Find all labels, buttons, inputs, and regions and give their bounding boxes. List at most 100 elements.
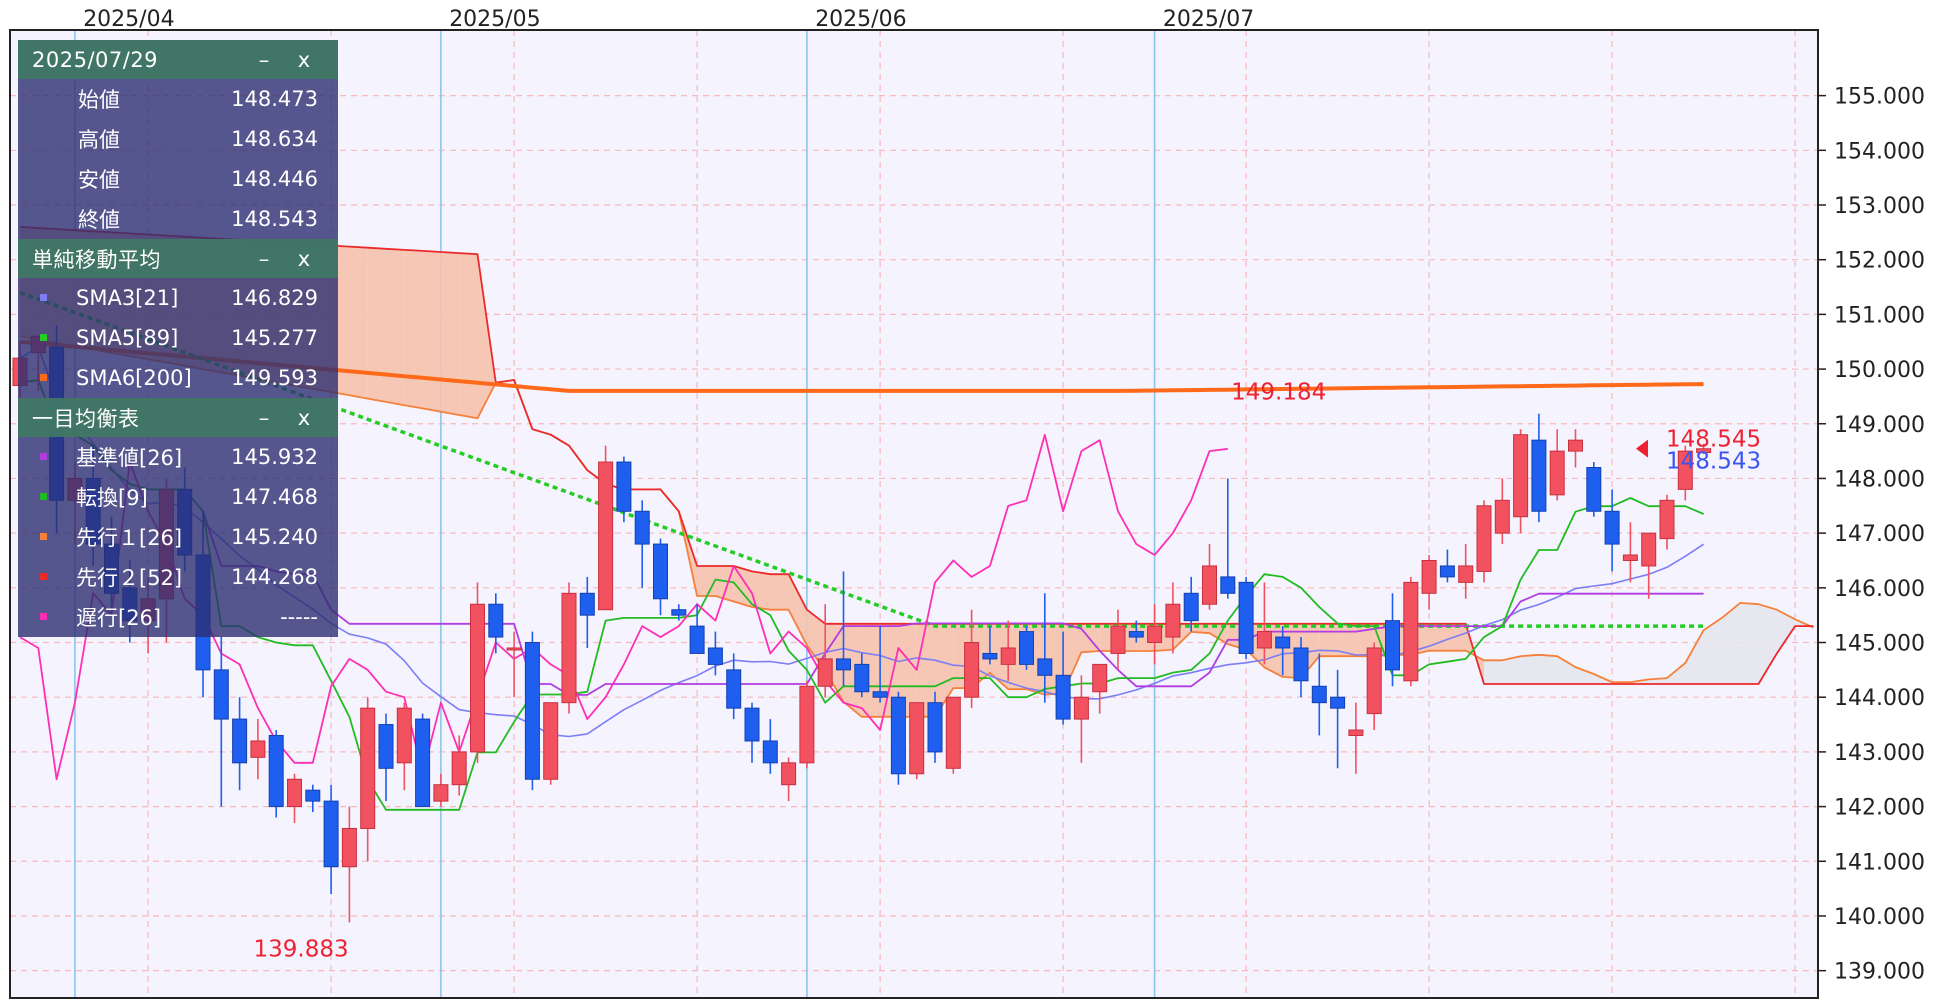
candle-body bbox=[1494, 499, 1510, 534]
candle bbox=[1256, 582, 1272, 665]
candle-body bbox=[1458, 565, 1474, 583]
cloud-segment bbox=[367, 247, 386, 402]
ichimoku-row: 転換[9] 147.468 bbox=[18, 477, 338, 517]
candle-body bbox=[726, 669, 742, 709]
cloud-segment bbox=[1447, 623, 1466, 651]
candle-body bbox=[341, 827, 357, 868]
cloud-segment bbox=[806, 609, 826, 671]
candle bbox=[781, 757, 797, 802]
candle bbox=[213, 637, 229, 807]
x-month-label: 2025/04 bbox=[83, 7, 174, 32]
candle bbox=[689, 604, 705, 654]
minimize-button[interactable]: – bbox=[258, 47, 270, 72]
candle-body bbox=[762, 740, 778, 764]
series-swatch bbox=[40, 294, 47, 301]
candle-body bbox=[653, 543, 668, 600]
close-button[interactable]: x bbox=[297, 246, 311, 271]
candle bbox=[506, 631, 522, 698]
cloud-segment bbox=[1520, 654, 1539, 685]
sma-label: SMA6[200] bbox=[76, 366, 192, 390]
sma-label: SMA5[89] bbox=[76, 326, 179, 350]
candle-body bbox=[524, 642, 540, 780]
ohlc-label: 始値 bbox=[78, 88, 120, 112]
candle-body bbox=[232, 718, 248, 764]
candle-body bbox=[854, 663, 870, 693]
candle bbox=[323, 784, 339, 895]
candle-body bbox=[1220, 576, 1236, 594]
candle-body bbox=[213, 669, 229, 720]
candle bbox=[1476, 500, 1492, 583]
candle bbox=[1696, 443, 1712, 455]
candle bbox=[341, 806, 357, 923]
candle-body bbox=[1421, 559, 1437, 594]
ichimoku-label: 遅行[26] bbox=[76, 606, 162, 630]
y-tick-label: 155.000 bbox=[1834, 85, 1925, 110]
candle bbox=[1622, 522, 1638, 583]
candle bbox=[598, 445, 614, 611]
candle-body bbox=[1202, 565, 1217, 605]
y-tick-label: 141.000 bbox=[1834, 850, 1925, 875]
cloud-segment bbox=[349, 246, 368, 399]
cloud-segment bbox=[1575, 667, 1594, 685]
candle-body bbox=[1622, 554, 1638, 561]
cloud-segment bbox=[770, 574, 789, 610]
candle-body bbox=[470, 603, 485, 753]
candle bbox=[1183, 576, 1199, 632]
axes: 139.000 140.000 141.000 142.000 143.000 144.0… bbox=[83, 7, 1925, 985]
ichimoku-value: 145.240 bbox=[231, 525, 318, 549]
candle bbox=[579, 576, 595, 648]
cloud-segment bbox=[1557, 656, 1576, 685]
candle-body bbox=[616, 461, 632, 512]
candle bbox=[1458, 544, 1474, 599]
candle bbox=[1293, 637, 1309, 698]
ohlc-value: 148.543 bbox=[231, 207, 318, 231]
cloud-segment bbox=[843, 623, 862, 717]
candle-body bbox=[268, 734, 284, 808]
y-tick-label: 139.000 bbox=[1834, 960, 1925, 985]
ichimoku-label: 基準値[26] bbox=[76, 446, 183, 470]
ohlc-row-high: 高値 148.634 bbox=[18, 119, 338, 159]
candle-body bbox=[1055, 674, 1071, 720]
candle-body bbox=[1403, 581, 1419, 682]
candle-body bbox=[360, 707, 376, 829]
candle-body bbox=[378, 724, 394, 769]
candle bbox=[433, 773, 449, 807]
last-ask-label: 148.543 bbox=[1666, 449, 1761, 475]
cloud-segment bbox=[733, 565, 752, 607]
series-swatch bbox=[40, 613, 47, 620]
cloud-segment bbox=[1429, 623, 1448, 651]
candle-body bbox=[1110, 625, 1126, 654]
candle-body bbox=[634, 510, 650, 545]
candle bbox=[854, 653, 870, 698]
candle-body bbox=[671, 609, 687, 616]
cloud-segment bbox=[422, 250, 441, 412]
candle bbox=[451, 735, 467, 796]
candle-body bbox=[1659, 499, 1675, 540]
sma-row: SMA3[21] 146.829 bbox=[18, 278, 338, 318]
candle-body bbox=[1513, 434, 1529, 518]
ichimoku-row: 基準値[26] 145.932 bbox=[18, 437, 338, 477]
close-button[interactable]: x bbox=[297, 47, 311, 72]
candle bbox=[890, 691, 906, 785]
candle bbox=[726, 653, 742, 720]
candle bbox=[1165, 582, 1181, 654]
series-swatch bbox=[40, 374, 47, 381]
candle-body bbox=[1439, 565, 1455, 578]
cloud-segment bbox=[935, 623, 954, 717]
minimize-button[interactable]: – bbox=[258, 405, 270, 430]
close-button[interactable]: x bbox=[297, 405, 311, 430]
y-tick-label: 147.000 bbox=[1834, 522, 1925, 547]
cloud-segment bbox=[1703, 617, 1722, 685]
candle bbox=[305, 784, 321, 813]
candle bbox=[1019, 626, 1034, 670]
candle-body bbox=[872, 691, 888, 698]
cloud-segment bbox=[459, 253, 478, 419]
candle bbox=[561, 582, 577, 714]
minimize-button[interactable]: – bbox=[258, 246, 270, 271]
candle-body bbox=[1366, 647, 1382, 715]
cloud-segment bbox=[1685, 630, 1704, 685]
candle-body bbox=[1348, 729, 1364, 736]
candle-body bbox=[1385, 620, 1400, 671]
ohlc-row-open: 始値 148.473 bbox=[18, 79, 338, 119]
